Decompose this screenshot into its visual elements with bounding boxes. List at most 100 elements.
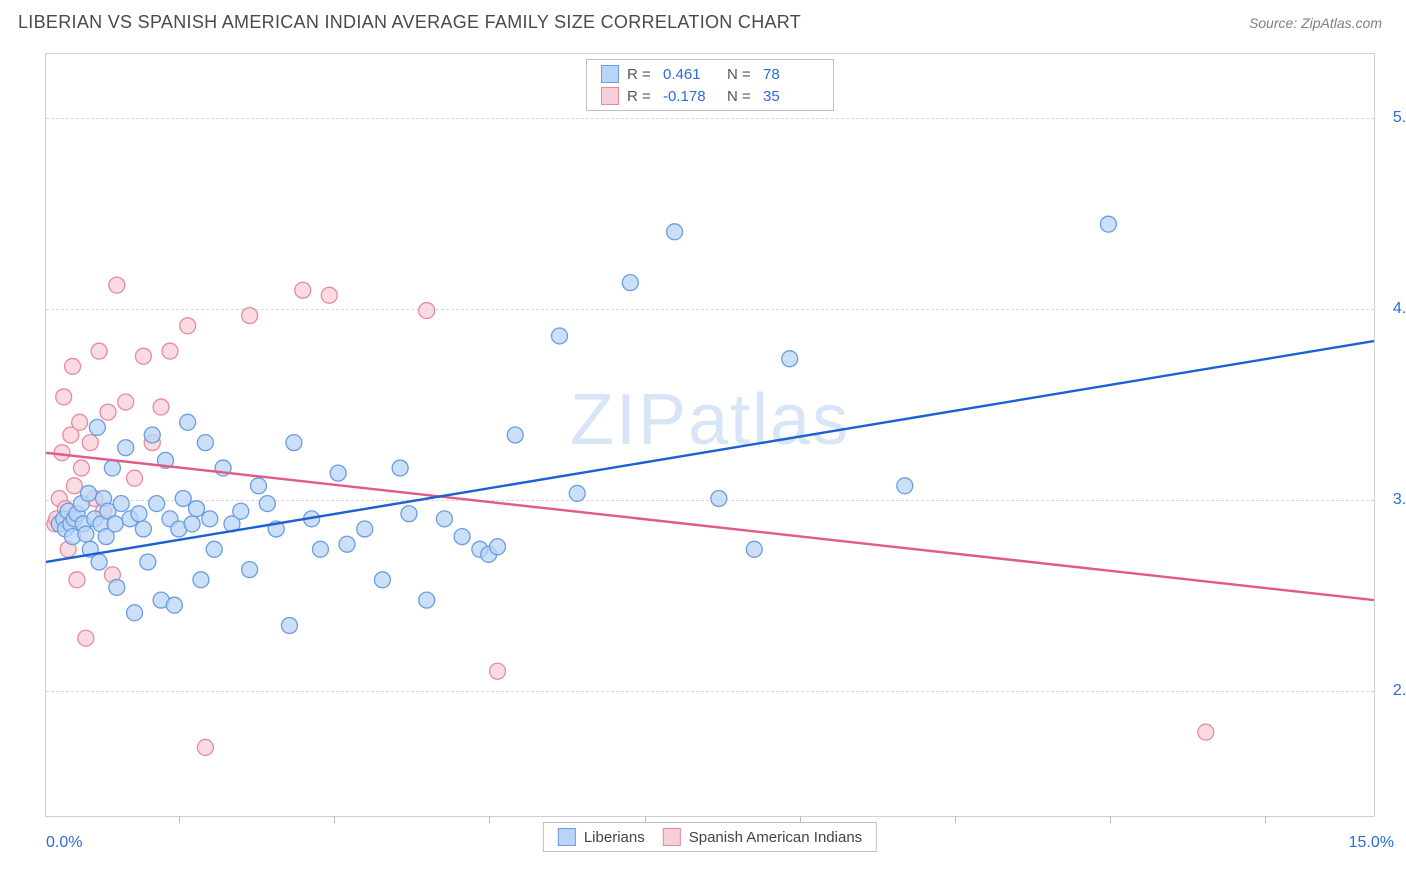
scatter-plot	[46, 54, 1374, 816]
data-point	[104, 460, 120, 476]
legend-stats-row-2: R = -0.178 N = 35	[587, 85, 833, 107]
r-label: R =	[627, 88, 655, 105]
data-point	[135, 348, 151, 364]
data-point	[312, 541, 328, 557]
n-label: N =	[727, 88, 755, 105]
data-point	[1198, 724, 1214, 740]
data-point	[65, 358, 81, 374]
data-point	[73, 460, 89, 476]
data-point	[419, 592, 435, 608]
data-point	[374, 572, 390, 588]
data-point	[197, 739, 213, 755]
data-point	[490, 539, 506, 555]
data-point	[569, 485, 585, 501]
y-tick-label: 3.50	[1393, 491, 1406, 509]
data-point	[131, 506, 147, 522]
data-point	[782, 351, 798, 367]
x-axis-min-label: 0.0%	[46, 834, 82, 852]
n-label: N =	[727, 66, 755, 83]
data-point	[392, 460, 408, 476]
data-point	[118, 394, 134, 410]
data-point	[250, 478, 266, 494]
data-point	[233, 503, 249, 519]
data-point	[140, 554, 156, 570]
legend-label-1: Liberians	[584, 829, 645, 846]
data-point	[56, 389, 72, 405]
data-point	[197, 435, 213, 451]
data-point	[295, 282, 311, 298]
data-point	[711, 491, 727, 507]
data-point	[357, 521, 373, 537]
data-point	[89, 419, 105, 435]
data-point	[175, 491, 191, 507]
data-point	[281, 618, 297, 634]
data-point	[746, 541, 762, 557]
data-point	[180, 414, 196, 430]
data-point	[490, 663, 506, 679]
data-point	[153, 399, 169, 415]
data-point	[202, 511, 218, 527]
data-point	[552, 328, 568, 344]
legend-item-1: Liberians	[558, 828, 645, 846]
source-label: Source: ZipAtlas.com	[1249, 15, 1382, 31]
data-point	[127, 470, 143, 486]
data-point	[81, 485, 97, 501]
data-point	[91, 343, 107, 359]
data-point	[69, 572, 85, 588]
data-point	[78, 526, 94, 542]
data-point	[162, 343, 178, 359]
data-point	[330, 465, 346, 481]
legend-series: Liberians Spanish American Indians	[543, 822, 877, 852]
data-point	[109, 277, 125, 293]
data-point	[897, 478, 913, 494]
trend-line	[46, 341, 1374, 562]
data-point	[454, 529, 470, 545]
data-point	[193, 572, 209, 588]
swatch-series-2-icon	[601, 87, 619, 105]
data-point	[82, 435, 98, 451]
data-point	[78, 630, 94, 646]
data-point	[321, 287, 337, 303]
data-point	[401, 506, 417, 522]
data-point	[100, 404, 116, 420]
data-point	[206, 541, 222, 557]
trend-line	[46, 453, 1374, 600]
r-value-1: 0.461	[663, 66, 719, 83]
data-point	[189, 501, 205, 517]
data-point	[72, 414, 88, 430]
x-axis-max-label: 15.0%	[1349, 834, 1394, 852]
data-point	[109, 579, 125, 595]
swatch-series-1-icon	[601, 65, 619, 83]
data-point	[107, 516, 123, 532]
data-point	[259, 496, 275, 512]
x-tick	[955, 816, 956, 823]
data-point	[144, 427, 160, 443]
data-point	[166, 597, 182, 613]
r-label: R =	[627, 66, 655, 83]
data-point	[91, 554, 107, 570]
legend-label-2: Spanish American Indians	[689, 829, 862, 846]
x-tick	[489, 816, 490, 823]
swatch-series-2-icon	[663, 828, 681, 846]
data-point	[622, 275, 638, 291]
x-tick	[334, 816, 335, 823]
data-point	[127, 605, 143, 621]
data-point	[66, 478, 82, 494]
n-value-2: 35	[763, 88, 819, 105]
chart-title: LIBERIAN VS SPANISH AMERICAN INDIAN AVER…	[18, 12, 801, 33]
data-point	[242, 308, 258, 324]
data-point	[667, 224, 683, 240]
data-point	[339, 536, 355, 552]
y-tick-label: 4.25	[1393, 300, 1406, 318]
data-point	[1100, 216, 1116, 232]
data-point	[180, 318, 196, 334]
y-tick-label: 2.75	[1393, 682, 1406, 700]
legend-item-2: Spanish American Indians	[663, 828, 862, 846]
data-point	[113, 496, 129, 512]
legend-stats: R = 0.461 N = 78 R = -0.178 N = 35	[586, 59, 834, 111]
swatch-series-1-icon	[558, 828, 576, 846]
data-point	[118, 440, 134, 456]
x-tick	[179, 816, 180, 823]
y-tick-label: 5.00	[1393, 109, 1406, 127]
r-value-2: -0.178	[663, 88, 719, 105]
